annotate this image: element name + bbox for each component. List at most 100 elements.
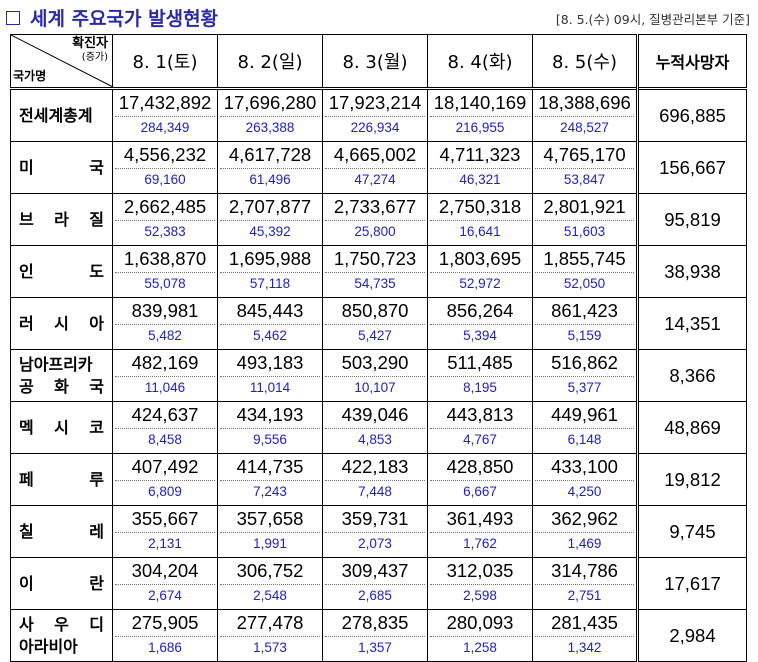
country-name: 러 시 아 bbox=[19, 313, 104, 333]
table-row: 러 시 아 839,981 5,482 845,443 5,462 850,870 5,42… bbox=[10, 297, 747, 350]
cumulative-deaths-cell: 156,667 bbox=[636, 141, 747, 194]
cumulative-deaths-cell: 2,984 bbox=[636, 609, 747, 662]
confirmed-total: 4,765,170 bbox=[543, 144, 626, 165]
case-cell: 1,638,870 55,078 bbox=[112, 245, 218, 298]
case-cell: 1,803,695 52,972 bbox=[427, 245, 533, 298]
table-body: 전세계총계 17,432,892 284,349 17,696,280 263,388 1… bbox=[10, 87, 747, 662]
daily-increase: 2,674 bbox=[148, 588, 182, 603]
dotted-divider bbox=[430, 272, 530, 273]
data-basis-note: [8. 5.(수) 09시, 질병관리본부 기준] bbox=[555, 12, 750, 27]
confirmed-total: 4,617,728 bbox=[228, 144, 312, 165]
date-header: 8. 2(일) bbox=[217, 34, 323, 89]
dotted-divider bbox=[535, 636, 634, 637]
daily-increase: 52,972 bbox=[459, 276, 501, 291]
confirmed-total: 355,667 bbox=[131, 508, 199, 529]
confirmed-total: 275,905 bbox=[131, 612, 199, 633]
dotted-divider bbox=[115, 532, 215, 533]
daily-increase: 8,195 bbox=[463, 380, 497, 395]
daily-increase: 7,448 bbox=[358, 484, 392, 499]
confirmed-total: 2,662,485 bbox=[123, 196, 207, 217]
case-cell: 424,637 8,458 bbox=[112, 401, 218, 454]
confirmed-total: 1,750,723 bbox=[333, 248, 417, 269]
dotted-divider bbox=[430, 584, 530, 585]
confirmed-total: 312,035 bbox=[446, 560, 514, 581]
case-cell: 2,733,677 25,800 bbox=[322, 193, 428, 246]
daily-increase: 1,342 bbox=[567, 640, 602, 655]
daily-increase: 6,809 bbox=[148, 484, 182, 499]
dotted-divider bbox=[220, 532, 320, 533]
daily-increase: 216,955 bbox=[455, 120, 505, 135]
date-header: 8. 3(월) bbox=[322, 34, 428, 89]
case-cell: 17,696,280 263,388 bbox=[217, 87, 323, 142]
confirmed-total: 18,388,696 bbox=[538, 92, 631, 113]
table-row: 남아프리카 공 화 국 482,169 11,046 493,183 11,014 503,… bbox=[10, 349, 747, 402]
daily-increase: 8,458 bbox=[148, 432, 182, 447]
country-name-cell: 사 우 디 아라비아 bbox=[10, 609, 113, 662]
daily-increase: 1,762 bbox=[463, 536, 497, 551]
case-cell: 433,100 4,250 bbox=[532, 453, 638, 506]
daily-increase: 284,349 bbox=[140, 120, 190, 135]
dotted-divider bbox=[220, 480, 320, 481]
daily-increase: 11,046 bbox=[144, 380, 186, 395]
confirmed-total: 357,658 bbox=[236, 508, 304, 529]
confirmed-total: 433,100 bbox=[551, 456, 618, 477]
dotted-divider bbox=[220, 168, 320, 169]
date-header: 8. 4(화) bbox=[427, 34, 533, 89]
country-name: 미 국 bbox=[19, 157, 104, 177]
confirmed-total: 414,735 bbox=[236, 456, 304, 477]
cumulative-deaths-cell: 696,885 bbox=[636, 87, 747, 142]
dotted-divider bbox=[220, 428, 320, 429]
case-cell: 2,750,318 16,641 bbox=[427, 193, 533, 246]
daily-increase: 5,394 bbox=[463, 328, 497, 343]
case-cell: 449,961 6,148 bbox=[532, 401, 638, 454]
confirmed-total: 424,637 bbox=[131, 404, 199, 425]
case-cell: 850,870 5,427 bbox=[322, 297, 428, 350]
table-row: 인 도 1,638,870 55,078 1,695,988 57,118 1,750,7… bbox=[10, 245, 747, 298]
confirmed-total: 511,485 bbox=[447, 352, 513, 373]
dotted-divider bbox=[535, 584, 634, 585]
dotted-divider bbox=[535, 428, 634, 429]
dotted-divider bbox=[115, 324, 215, 325]
table-row: 브 라 질 2,662,485 52,383 2,707,877 45,392 2,733… bbox=[10, 193, 747, 246]
cumulative-deaths-cell: 95,819 bbox=[636, 193, 747, 246]
title-text: 세계 주요국가 발생현황 bbox=[30, 8, 219, 30]
daily-increase: 55,078 bbox=[144, 276, 186, 291]
dotted-divider bbox=[325, 428, 425, 429]
confirmed-total: 309,437 bbox=[341, 560, 409, 581]
confirmed-total: 2,733,677 bbox=[333, 196, 417, 217]
confirmed-total: 4,556,232 bbox=[123, 144, 207, 165]
country-name: 아라비아 bbox=[19, 636, 78, 656]
country-name: 전세계총계 bbox=[19, 105, 93, 125]
page-title: 세계 주요국가 발생현황 bbox=[6, 4, 218, 31]
dotted-divider bbox=[115, 428, 215, 429]
dotted-divider bbox=[535, 272, 634, 273]
daily-increase: 57,118 bbox=[249, 276, 291, 291]
cumulative-deaths-cell: 19,812 bbox=[636, 453, 747, 506]
country-name-cell: 페 루 bbox=[10, 453, 113, 506]
country-name: 이 란 bbox=[19, 573, 104, 593]
confirmed-total: 1,638,870 bbox=[123, 248, 207, 269]
country-name-cell: 남아프리카 공 화 국 bbox=[10, 349, 113, 402]
case-cell: 304,204 2,674 bbox=[112, 557, 218, 610]
table-row: 페 루 407,492 6,809 414,735 7,243 422,183 7,448 4… bbox=[10, 453, 747, 506]
corner-increase-label: (증가) bbox=[81, 52, 108, 63]
dotted-divider bbox=[325, 324, 425, 325]
case-cell: 482,169 11,046 bbox=[112, 349, 218, 402]
daily-increase: 5,377 bbox=[567, 380, 602, 395]
case-cell: 2,801,921 51,603 bbox=[532, 193, 638, 246]
country-name-cell: 브 라 질 bbox=[10, 193, 113, 246]
case-cell: 277,478 1,573 bbox=[217, 609, 323, 662]
case-cell: 861,423 5,159 bbox=[532, 297, 638, 350]
case-cell: 2,707,877 45,392 bbox=[217, 193, 323, 246]
dotted-divider bbox=[430, 168, 530, 169]
confirmed-total: 449,961 bbox=[551, 404, 618, 425]
dotted-divider bbox=[220, 584, 320, 585]
cumulative-deaths-cell: 9,745 bbox=[636, 505, 747, 558]
dotted-divider bbox=[115, 220, 215, 221]
daily-increase: 11,014 bbox=[249, 380, 291, 395]
table-row: 이 란 304,204 2,674 306,752 2,548 309,437 2,685 3… bbox=[10, 557, 747, 610]
case-cell: 4,765,170 53,847 bbox=[532, 141, 638, 194]
country-name: 멕 시 코 bbox=[19, 417, 104, 437]
confirmed-total: 428,850 bbox=[446, 456, 514, 477]
dotted-divider bbox=[430, 480, 530, 481]
